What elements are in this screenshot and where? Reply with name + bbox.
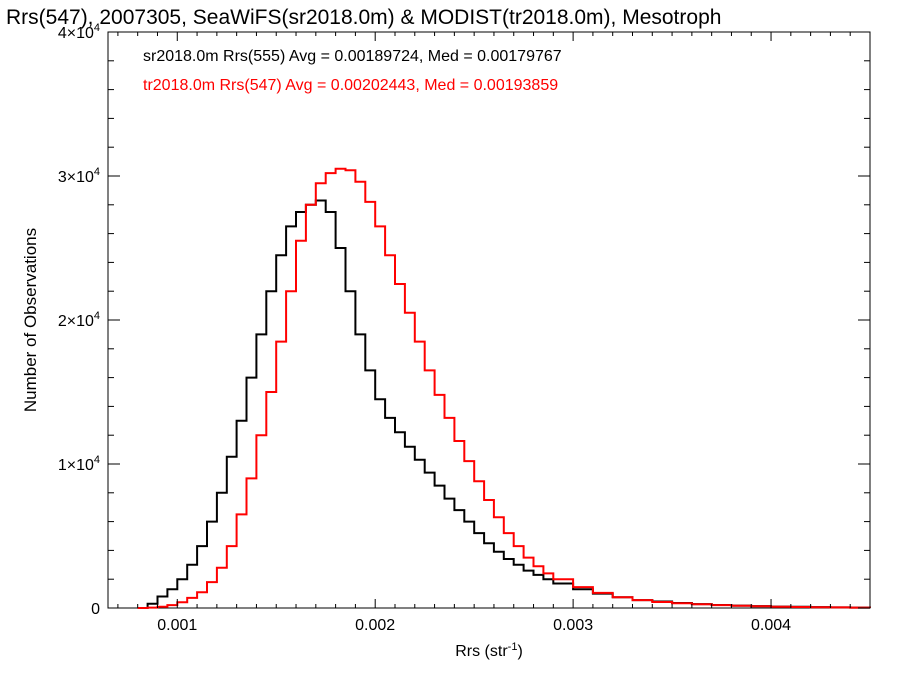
y-tick-label-0: 0 bbox=[91, 601, 100, 618]
y-axis-label: Number of Observations bbox=[21, 228, 40, 412]
x-tick-label-3: 0.004 bbox=[751, 617, 791, 634]
x-tick-label-2: 0.003 bbox=[553, 617, 593, 634]
x-axis-label: Rrs (str-1) bbox=[455, 641, 523, 660]
y-tick-label-4: 4×104 bbox=[58, 22, 100, 42]
y-tick-label-2: 2×104 bbox=[58, 310, 100, 330]
legend-entry-1: tr2018.0m Rrs(547) Avg = 0.00202443, Med… bbox=[143, 77, 558, 94]
y-axis-ticks: 0 1×104 2×104 3×104 4×104 bbox=[58, 22, 870, 618]
x-tick-label-0: 0.001 bbox=[157, 617, 197, 634]
x-tick-label-1: 0.002 bbox=[355, 617, 395, 634]
y-tick-label-3: 3×104 bbox=[58, 166, 100, 186]
legend: sr2018.0m Rrs(555) Avg = 0.00189724, Med… bbox=[143, 48, 562, 94]
legend-entry-0: sr2018.0m Rrs(555) Avg = 0.00189724, Med… bbox=[143, 48, 562, 65]
series-layer bbox=[137, 167, 871, 609]
chart-title: Rrs(547), 2007305, SeaWiFS(sr2018.0m) & … bbox=[6, 6, 721, 29]
x-axis-ticks: 0.001 0.002 0.003 0.004 bbox=[117, 32, 871, 634]
y-tick-label-1: 1×104 bbox=[58, 454, 100, 474]
series-0-line bbox=[137, 199, 871, 609]
series-1-line bbox=[137, 167, 871, 609]
plot-frame bbox=[107, 31, 871, 609]
